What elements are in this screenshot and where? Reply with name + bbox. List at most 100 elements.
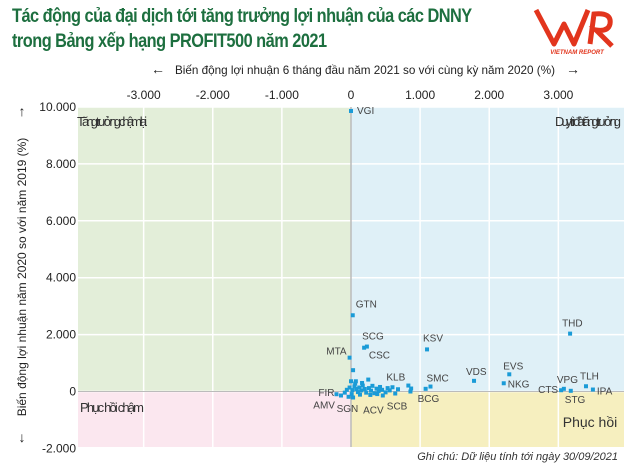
data-point [370,383,375,388]
point-label: GTN [356,299,377,310]
point-label: CTS [538,385,558,396]
data-point [387,388,392,393]
chart-title-line1: Tác động của đại dịch tới tăng trưởng lợ… [12,6,472,27]
x-tick-label: 2.000 [474,88,504,102]
point-label: NKG [508,379,530,390]
data-point [383,390,388,395]
data-point [395,387,400,392]
x-tick-label: -1.000 [265,88,299,102]
data-point [338,393,343,398]
data-point [368,392,373,397]
data-point [501,381,506,386]
data-point [428,384,433,389]
quadrant-top-right [351,107,624,392]
data-point [351,395,356,400]
point-label: VPG [557,375,578,386]
chart-title-line2: trong Bảng xếp hạng PROFIT500 năm 2021 [12,31,327,52]
point-label: CSC [369,351,390,362]
point-label: FIR [318,388,334,399]
point-label: STG [565,395,586,406]
quadrant-bottom-left [78,391,351,447]
data-point [352,384,357,389]
data-point [561,386,566,391]
point-label: MTA [326,347,347,358]
data-point [507,372,512,377]
data-point [390,385,395,390]
data-point [353,381,358,386]
data-point [559,388,564,393]
data-point [360,383,365,388]
data-point [385,386,390,391]
data-point [364,344,369,349]
quadrant-label-top-right: Duy trì đà tăng trưởng [555,114,621,129]
y-axis-title: Biến động lợi nhuận năm 2020 so với năm … [15,138,29,417]
data-point [362,386,367,391]
data-point [372,391,377,396]
data-point [393,391,398,396]
point-label: EVS [503,361,523,372]
point-label: KSV [423,333,443,344]
data-point [355,390,360,395]
quadrant-label-bottom-right: Phục hồi [563,414,617,430]
point-label: SCB [387,402,408,413]
data-point [359,388,364,393]
arrow-up-icon: ↑ [19,103,26,119]
data-point [360,380,365,385]
y-tick-label: 0 [69,385,76,399]
data-point [347,355,352,360]
arrow-down-icon: ↓ [19,429,26,445]
point-label: SGN [337,404,359,415]
x-axis-title: Biến động lợi nhuận 6 tháng đầu năm 2021… [175,63,555,77]
data-point [344,387,349,392]
data-point [349,108,353,113]
data-point [568,388,573,393]
data-point [583,384,588,389]
data-point [350,313,355,318]
quadrant-label-bottom-left: Phục hồi chậm [80,400,144,415]
x-tick-label: 0 [348,88,355,102]
data-point [354,386,359,391]
point-label: BCG [418,394,440,405]
data-point [375,392,380,397]
data-point [409,386,414,391]
data-point [369,388,374,393]
data-point [350,388,355,393]
data-point [349,379,353,384]
data-point [366,386,371,391]
data-point [380,387,385,392]
arrow-right-icon: → [566,61,580,77]
quadrant-label-top-left: Tăng trưởng chậm lại [77,114,148,129]
y-tick-label: 10.000 [39,100,76,114]
point-label: SCG [362,332,384,343]
quadrant-bottom-right [351,391,624,447]
data-point [366,377,371,382]
x-tick-label: 3.000 [543,88,573,102]
data-point [378,384,383,389]
data-point [590,387,595,392]
point-label: IPA [597,387,613,398]
point-label: KLB [386,373,405,384]
point-label: SMC [426,374,448,385]
data-point [362,345,367,350]
data-point [351,368,356,373]
data-point [342,390,347,395]
point-label: THD [562,319,583,330]
footnote: Ghi chú: Dữ liệu tính tới ngày 30/09/202… [417,451,618,463]
point-label: VGI [357,106,374,117]
data-point [568,331,573,336]
y-tick-label: 4.000 [46,271,76,285]
arrow-left-icon: ← [151,61,165,77]
vnr-logo: VIETNAM REPORT [532,4,622,56]
logo-subtitle: VIETNAM REPORT [550,50,605,56]
y-tick-label: 2.000 [46,328,76,342]
y-tick-label: 6.000 [46,214,76,228]
data-point [346,394,351,399]
x-tick-label: 1.000 [405,88,435,102]
point-label: AMV [313,401,335,412]
point-label: ACV [363,405,384,416]
data-point [380,393,385,398]
data-point [408,389,413,394]
quadrant-top-left [78,107,351,392]
point-label: TLH [580,371,599,382]
